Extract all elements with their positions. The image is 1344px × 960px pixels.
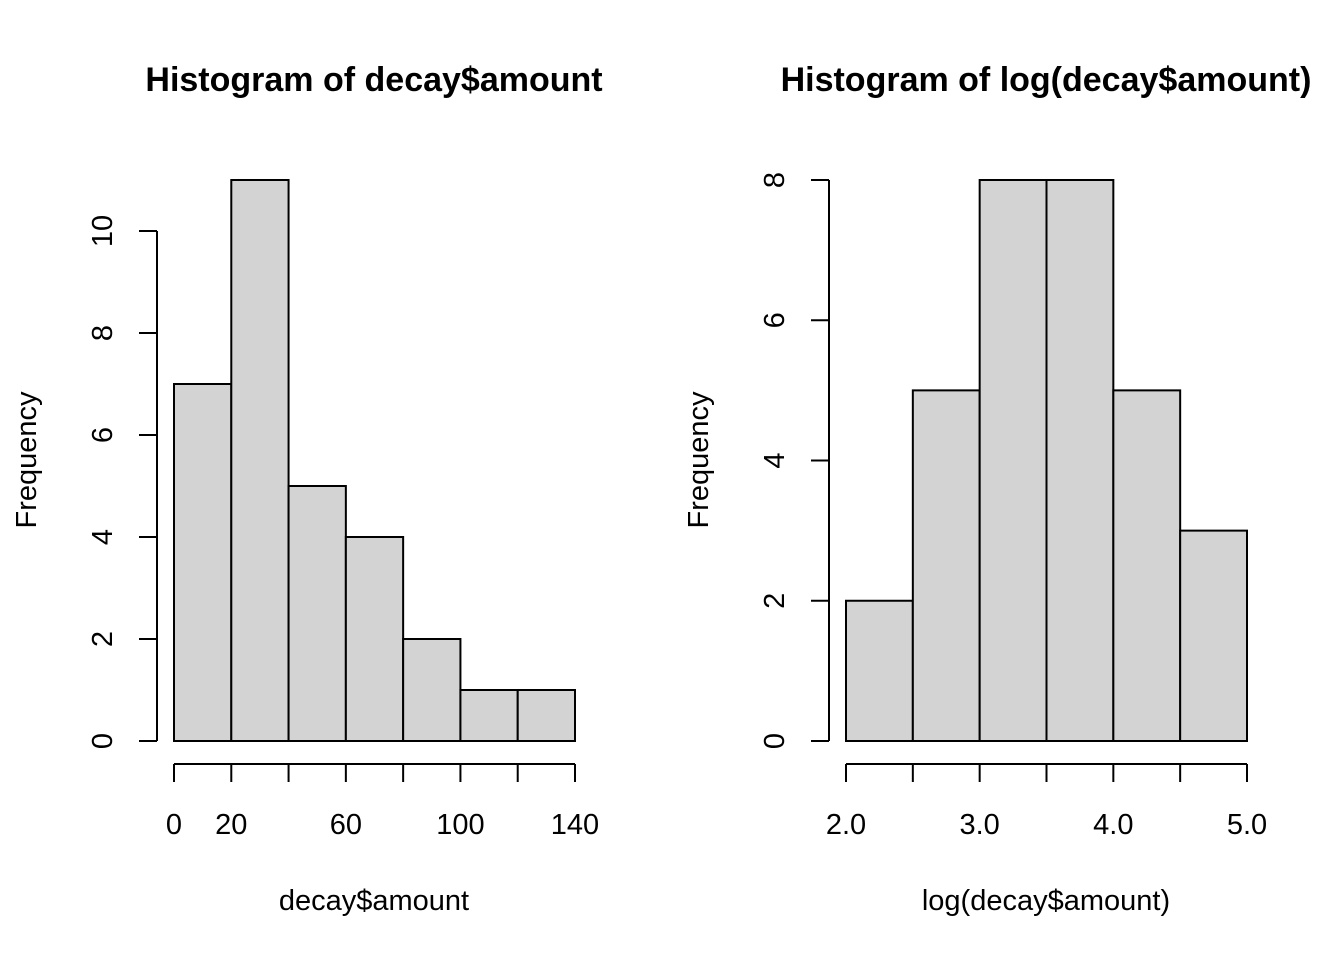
x-axis-label: log(decay$amount) [922, 885, 1170, 917]
x-axis: 2.0 3.0 4.0 5.0 [826, 763, 1267, 841]
y-tick-label: 8 [759, 172, 791, 188]
histogram-bar [402, 638, 462, 742]
histogram-bar [1045, 179, 1115, 742]
histogram-bar [1179, 529, 1248, 742]
histogram-panel-log-amount: Histogram of log(decay$amount) log(decay… [683, 61, 1311, 917]
bars-group [173, 179, 577, 742]
y-tick-label: 10 [87, 215, 119, 247]
x-tick-label: 20 [215, 809, 247, 841]
histogram-bar [230, 179, 290, 742]
y-tick-label: 0 [87, 733, 119, 749]
x-tick-label: 3.0 [960, 809, 1000, 841]
histogram-bar [978, 179, 1048, 742]
bars-group [845, 179, 1248, 742]
x-tick-label: 60 [330, 809, 362, 841]
x-axis: 0 20 60 100 140 [166, 763, 599, 841]
histogram-bar [173, 383, 233, 742]
histogram-bar [845, 599, 914, 742]
y-tick-label: 2 [759, 593, 791, 609]
x-tick-label: 2.0 [826, 809, 866, 841]
y-tick-label: 2 [87, 631, 119, 647]
y-tick-label: 4 [759, 452, 791, 468]
chart-title: Histogram of decay$amount [145, 61, 602, 99]
histogram-bar [459, 689, 519, 742]
histogram-bar [287, 485, 347, 742]
y-tick-label: 6 [87, 427, 119, 443]
y-tick-label: 6 [759, 312, 791, 328]
y-axis-label: Frequency [683, 391, 715, 529]
y-axis: 0 2 4 6 8 [759, 172, 830, 749]
y-axis: 0 2 4 6 8 10 [87, 215, 158, 749]
chart-title: Histogram of log(decay$amount) [781, 61, 1312, 99]
y-tick-label: 0 [759, 733, 791, 749]
x-tick-label: 4.0 [1093, 809, 1133, 841]
histogram-bar [1112, 389, 1182, 742]
histogram-bar [911, 389, 981, 742]
x-tick-label: 140 [551, 809, 599, 841]
x-axis-label: decay$amount [279, 885, 469, 917]
x-tick-label: 0 [166, 809, 182, 841]
y-tick-label: 8 [87, 325, 119, 341]
y-axis-label: Frequency [11, 391, 43, 529]
y-tick-label: 4 [87, 529, 119, 545]
histogram-panel-amount: Histogram of decay$amount decay$amount F… [11, 61, 603, 917]
histogram-bar [516, 689, 577, 742]
x-tick-label: 100 [436, 809, 484, 841]
x-tick-label: 5.0 [1227, 809, 1267, 841]
histogram-bar [344, 536, 405, 742]
